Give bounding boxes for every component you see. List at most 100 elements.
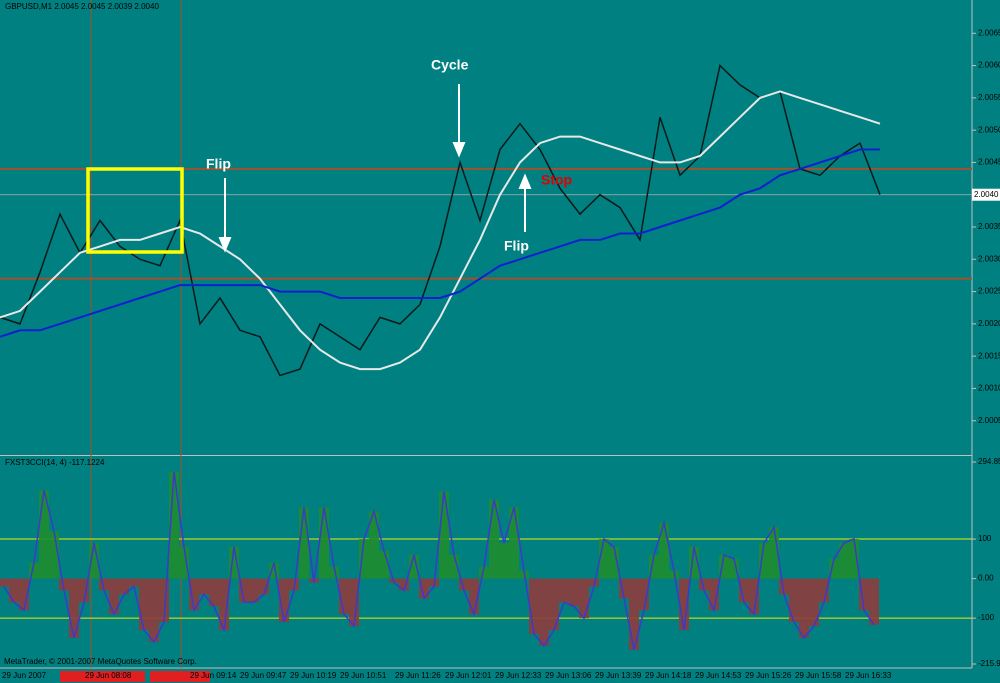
bar xyxy=(349,578,359,627)
arrow-head xyxy=(518,173,532,189)
bar xyxy=(869,578,879,625)
y-tick-label: 2.0055 xyxy=(978,93,1000,102)
x-tick-label: 29 Jun 12:33 xyxy=(495,671,542,680)
bar xyxy=(769,527,779,579)
bar xyxy=(679,578,689,630)
indicator-title: FXST3CCI(14, 4) -117.1224 xyxy=(5,458,105,467)
bar xyxy=(839,543,849,579)
bar xyxy=(489,499,499,579)
y-tick-label: -215.993 xyxy=(978,659,1000,668)
bar xyxy=(159,578,169,623)
bar xyxy=(179,546,189,579)
bar xyxy=(19,578,29,611)
bar xyxy=(749,578,759,615)
bar xyxy=(109,578,119,615)
bar xyxy=(399,578,409,591)
bar xyxy=(649,554,659,579)
y-tick-label: 2.0030 xyxy=(978,254,1000,263)
bar xyxy=(849,539,859,579)
bar xyxy=(459,578,469,591)
x-tick-label: 29 Jun 15:26 xyxy=(745,671,792,680)
bar xyxy=(129,578,139,587)
y-tick-label: 2.0035 xyxy=(978,222,1000,231)
bar xyxy=(659,523,669,579)
bar xyxy=(819,578,829,603)
bar xyxy=(439,491,449,579)
bar xyxy=(419,578,429,599)
y-tick-label: 2.0050 xyxy=(978,125,1000,134)
bar xyxy=(739,578,749,603)
x-tick-label: 29 Jun 16:33 xyxy=(845,671,892,680)
bar xyxy=(249,578,259,603)
x-tick-label: 29 Jun 13:06 xyxy=(545,671,592,680)
bar xyxy=(99,578,109,591)
bar xyxy=(219,578,229,630)
x-tick-label: 29 Jun 10:51 xyxy=(340,671,387,680)
bar xyxy=(609,546,619,579)
y-tick-label: 2.0025 xyxy=(978,287,1000,296)
bar xyxy=(199,578,209,595)
x-tick-label: 29 Jun 10:19 xyxy=(290,671,337,680)
series-line xyxy=(0,64,881,377)
bar xyxy=(719,554,729,579)
arrow-head xyxy=(452,142,466,158)
x-tick-label: 29 Jun 15:58 xyxy=(795,671,842,680)
bar xyxy=(859,578,869,611)
bar xyxy=(729,558,739,579)
bar xyxy=(339,578,349,615)
bar xyxy=(569,578,579,607)
series-line xyxy=(0,148,880,338)
indicator-line xyxy=(3,471,875,650)
bar xyxy=(619,578,629,599)
bar xyxy=(709,578,719,611)
bar xyxy=(699,578,709,591)
plot-area xyxy=(0,64,972,650)
footer: MetaTrader, © 2001-2007 MetaQuotes Softw… xyxy=(4,657,197,666)
bar xyxy=(29,562,39,579)
bar xyxy=(209,578,219,607)
y-tick-label: 0.00 xyxy=(978,574,994,583)
x-tick-label: 29 Jun 08:08 xyxy=(85,671,132,680)
bar xyxy=(119,578,129,595)
bar xyxy=(299,507,309,579)
x-tick-label: 29 Jun 2007 xyxy=(2,671,47,680)
bar xyxy=(0,578,9,587)
annotation: Stop xyxy=(541,172,572,188)
chart-title: GBPUSD,M1 2.0045 2.0045 2.0039 2.0040 xyxy=(5,2,159,11)
bar xyxy=(589,578,599,587)
bar xyxy=(409,554,419,579)
bar xyxy=(189,578,199,611)
bar xyxy=(689,546,699,579)
bar xyxy=(809,578,819,627)
x-tick-label: 29 Jun 09:14 xyxy=(190,671,237,680)
bar xyxy=(39,490,49,579)
bar xyxy=(259,578,269,595)
y-tick-label: 2.0005 xyxy=(978,416,1000,425)
series-line xyxy=(0,90,881,371)
y-tick-label: 2.0020 xyxy=(978,319,1000,328)
bar xyxy=(49,531,59,579)
bar xyxy=(149,578,159,642)
y-tick-label: 2.0065 xyxy=(978,28,1000,37)
bar xyxy=(139,578,149,630)
bar xyxy=(329,566,339,579)
time-highlight xyxy=(60,671,145,682)
bar xyxy=(239,578,249,603)
y-tick-label: 2.0060 xyxy=(978,61,1000,70)
x-tick-label: 29 Jun 09:47 xyxy=(240,671,287,680)
bar xyxy=(9,578,19,603)
y-tick-label: 100 xyxy=(978,534,992,543)
x-tick-label: 29 Jun 14:53 xyxy=(695,671,742,680)
bar xyxy=(229,546,239,579)
bar xyxy=(759,543,769,579)
x-tick-label: 29 Jun 13:39 xyxy=(595,671,642,680)
bar xyxy=(379,550,389,579)
annotation: Flip xyxy=(504,238,529,254)
bar xyxy=(499,543,509,579)
bar xyxy=(779,578,789,595)
bar xyxy=(629,578,639,650)
bid-label: 2.0040 xyxy=(974,190,999,199)
bar xyxy=(799,578,809,638)
